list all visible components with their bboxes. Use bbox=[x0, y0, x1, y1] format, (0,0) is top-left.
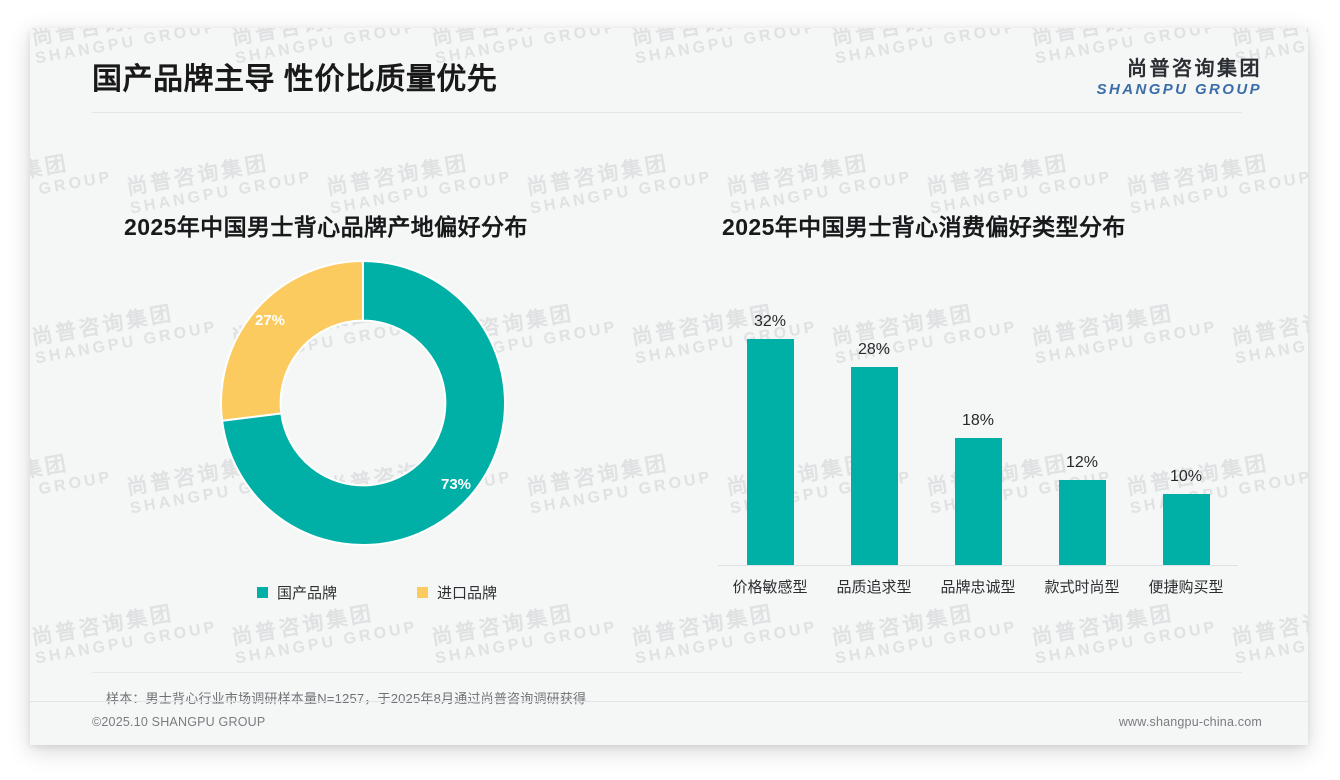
bar-category-label: 品牌忠诚型 bbox=[940, 579, 1016, 596]
brand-logo-en: SHANGPU GROUP bbox=[1096, 81, 1262, 98]
bar-category-label: 款式时尚型 bbox=[1044, 579, 1120, 596]
sample-note-divider bbox=[92, 672, 1242, 673]
bar-rect[interactable] bbox=[1162, 494, 1210, 565]
brand-logo-cn: 尚普咨询集团 bbox=[1127, 58, 1262, 80]
bar-column[interactable]: 18% bbox=[926, 269, 1030, 565]
bar-rect[interactable] bbox=[1058, 480, 1106, 565]
donut-slice-value: 27% bbox=[255, 312, 285, 329]
bar-column[interactable]: 10% bbox=[1134, 269, 1238, 565]
slide-header: 国产品牌主导 性价比质量优先 尚普咨询集团 SHANGPU GROUP bbox=[30, 28, 1308, 120]
donut-legend: 国产品牌 进口品牌 bbox=[92, 582, 662, 603]
header-divider bbox=[92, 112, 1242, 113]
bar-column[interactable]: 12% bbox=[1030, 269, 1134, 565]
bar-category-label: 便捷购买型 bbox=[1148, 579, 1224, 596]
donut-slice-value: 73% bbox=[441, 476, 471, 493]
donut-slices bbox=[220, 259, 506, 546]
bar-value-label: 10% bbox=[1169, 468, 1203, 485]
bar-value-label: 18% bbox=[961, 412, 995, 429]
legend-swatch-icon bbox=[417, 587, 428, 598]
legend-label: 国产品牌 bbox=[276, 585, 337, 602]
bar-chart-plot: 32% 28% 18% 12% 10% bbox=[704, 270, 1244, 566]
donut-chart: 73% 27% bbox=[218, 258, 508, 548]
bar-rect[interactable] bbox=[746, 339, 794, 565]
page-title: 国产品牌主导 性价比质量优先 bbox=[92, 63, 498, 96]
bar-category-label: 品质追求型 bbox=[836, 579, 912, 596]
bar-rect[interactable] bbox=[954, 438, 1002, 565]
bar-chart-axis-line bbox=[718, 565, 1238, 566]
legend-swatch-icon bbox=[256, 587, 268, 598]
donut-slice[interactable] bbox=[220, 259, 364, 422]
donut-slice[interactable] bbox=[220, 259, 506, 546]
bar-category-label: 价格敏感型 bbox=[732, 579, 808, 596]
donut-slice-labels: 73% 27% bbox=[255, 312, 471, 493]
legend-label: 进口品牌 bbox=[437, 585, 498, 602]
bar-chart-panel: 2025年中国男士背心消费偏好类型分布 32% 28% 18% 12% 10% 价格敏感… bbox=[690, 120, 1260, 665]
charts-region: 2025年中国男士背心品牌产地偏好分布 73% 27% 国产品牌 进口品牌 2025… bbox=[30, 120, 1308, 665]
bar-chart-axis-labels: 价格敏感型 品质追求型 品牌忠诚型 款式时尚型 便捷购买型 bbox=[704, 576, 1244, 602]
bar-rect[interactable] bbox=[850, 367, 898, 565]
bar-chart-title: 2025年中国男士背心消费偏好类型分布 bbox=[722, 214, 1126, 240]
bar-column[interactable]: 28% bbox=[822, 269, 926, 565]
footer-website[interactable]: www.shangpu-china.com bbox=[1118, 715, 1262, 729]
bar-value-label: 28% bbox=[857, 341, 891, 358]
bar-value-label: 32% bbox=[753, 313, 787, 330]
sample-note: 样本：男士背心行业市场调研样本量N=1257，于2025年8月通过尚普咨询调研获… bbox=[106, 691, 587, 706]
bar-column[interactable]: 32% bbox=[718, 269, 822, 565]
legend-item[interactable]: 进口品牌 bbox=[417, 582, 497, 603]
donut-chart-title: 2025年中国男士背心品牌产地偏好分布 bbox=[124, 214, 528, 240]
legend-item[interactable]: 国产品牌 bbox=[256, 582, 337, 603]
footer-copyright: ©2025.10 SHANGPU GROUP bbox=[92, 715, 266, 729]
bar-value-label: 12% bbox=[1065, 454, 1099, 471]
donut-chart-panel: 2025年中国男士背心品牌产地偏好分布 73% 27% 国产品牌 进口品牌 bbox=[92, 120, 662, 665]
brand-logo: 尚普咨询集团 SHANGPU GROUP bbox=[1097, 58, 1262, 99]
slide-footer: ©2025.10 SHANGPU GROUP www.shangpu-china… bbox=[30, 701, 1308, 745]
donut-chart-svg: 73% 27% bbox=[220, 259, 506, 546]
sample-note-area: 样本：男士背心行业市场调研样本量N=1257，于2025年8月通过尚普咨询调研获… bbox=[92, 672, 1242, 716]
